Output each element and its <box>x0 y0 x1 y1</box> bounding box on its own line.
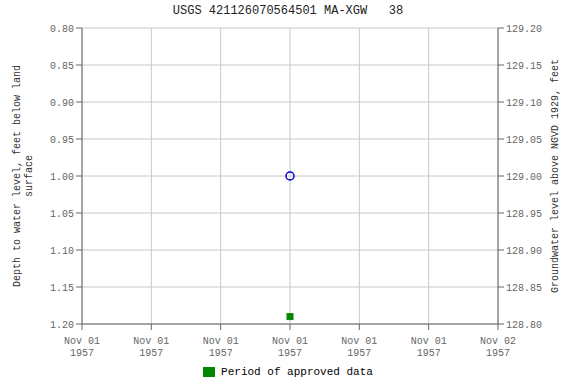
svg-text:0.85: 0.85 <box>50 61 74 72</box>
svg-text:Nov 011957: Nov 011957 <box>133 336 169 359</box>
svg-text:129.20: 129.20 <box>506 24 542 35</box>
svg-text:1.05: 1.05 <box>50 209 74 220</box>
svg-text:Nov 011957: Nov 011957 <box>203 336 239 359</box>
svg-text:129.15: 129.15 <box>506 61 542 72</box>
svg-text:0.95: 0.95 <box>50 135 74 146</box>
svg-text:1.20: 1.20 <box>50 320 74 331</box>
svg-text:129.05: 129.05 <box>506 135 542 146</box>
html-text:Period of approved data: Period of approved data <box>221 366 373 378</box>
svg-text:Nov 021957: Nov 021957 <box>480 336 516 359</box>
svg-text:0.80: 0.80 <box>50 24 74 35</box>
svg-text:128.90: 128.90 <box>506 246 542 257</box>
svg-text:Groundwater level above NGVD 1: Groundwater level above NGVD 1929, feet <box>550 59 561 293</box>
svg-text:Nov 011957: Nov 011957 <box>272 336 308 359</box>
svg-text:129.00: 129.00 <box>506 172 542 183</box>
svg-text:128.85: 128.85 <box>506 283 542 294</box>
svg-text:1.10: 1.10 <box>50 246 74 257</box>
svg-text:0.90: 0.90 <box>50 98 74 109</box>
svg-text:1.00: 1.00 <box>50 172 74 183</box>
svg-text:1.15: 1.15 <box>50 283 74 294</box>
svg-text:128.95: 128.95 <box>506 209 542 220</box>
svg-text:129.10: 129.10 <box>506 98 542 109</box>
svg-text:Depth to water level, feet bel: Depth to water level, feet below landsur… <box>12 65 35 287</box>
svg-text:Nov 011957: Nov 011957 <box>411 336 447 359</box>
svg-text:Nov 011957: Nov 011957 <box>64 336 100 359</box>
svg-text:Nov 011957: Nov 011957 <box>341 336 377 359</box>
html-text:USGS 421126070564501 MA-XGW 38: USGS 421126070564501 MA-XGW 38 <box>172 4 404 18</box>
svg-text:128.80: 128.80 <box>506 320 542 331</box>
